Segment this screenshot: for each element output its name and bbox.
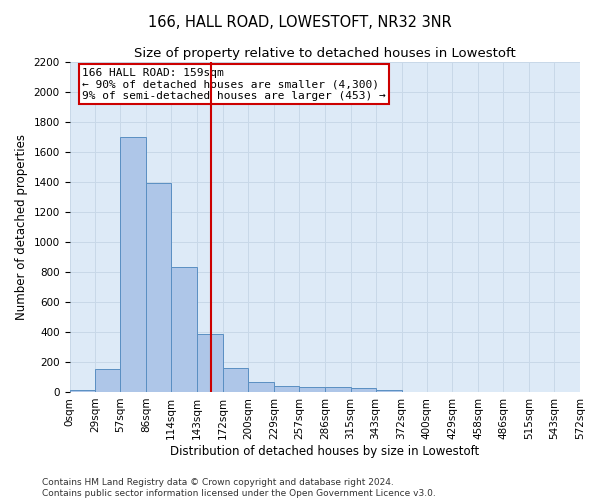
Bar — [146, 184, 171, 392]
Bar — [171, 266, 197, 392]
Bar — [197, 334, 223, 392]
X-axis label: Distribution of detached houses by size in Lowestoft: Distribution of detached houses by size … — [170, 444, 479, 458]
Bar — [274, 386, 299, 392]
Bar — [325, 388, 350, 392]
Bar — [121, 136, 146, 392]
Bar — [223, 368, 248, 392]
Title: Size of property relative to detached houses in Lowestoft: Size of property relative to detached ho… — [134, 48, 515, 60]
Y-axis label: Number of detached properties: Number of detached properties — [15, 134, 28, 320]
Text: 166, HALL ROAD, LOWESTOFT, NR32 3NR: 166, HALL ROAD, LOWESTOFT, NR32 3NR — [148, 15, 452, 30]
Bar — [248, 382, 274, 392]
Text: Contains HM Land Registry data © Crown copyright and database right 2024.
Contai: Contains HM Land Registry data © Crown c… — [42, 478, 436, 498]
Bar — [299, 388, 325, 392]
Bar — [376, 390, 401, 392]
Bar — [95, 368, 121, 392]
Text: 166 HALL ROAD: 159sqm
← 90% of detached houses are smaller (4,300)
9% of semi-de: 166 HALL ROAD: 159sqm ← 90% of detached … — [82, 68, 386, 101]
Bar — [350, 388, 376, 392]
Bar — [70, 390, 95, 392]
